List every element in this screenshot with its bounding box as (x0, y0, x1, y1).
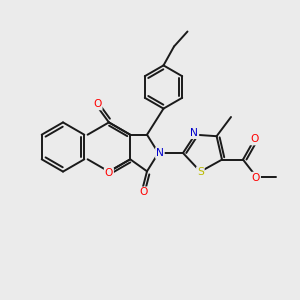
Text: O: O (105, 168, 113, 178)
Text: O: O (93, 99, 102, 110)
Text: N: N (190, 128, 198, 138)
Text: O: O (139, 187, 147, 197)
Text: O: O (251, 134, 259, 145)
Text: S: S (197, 167, 204, 177)
Text: N: N (156, 148, 164, 158)
Text: O: O (252, 172, 260, 183)
